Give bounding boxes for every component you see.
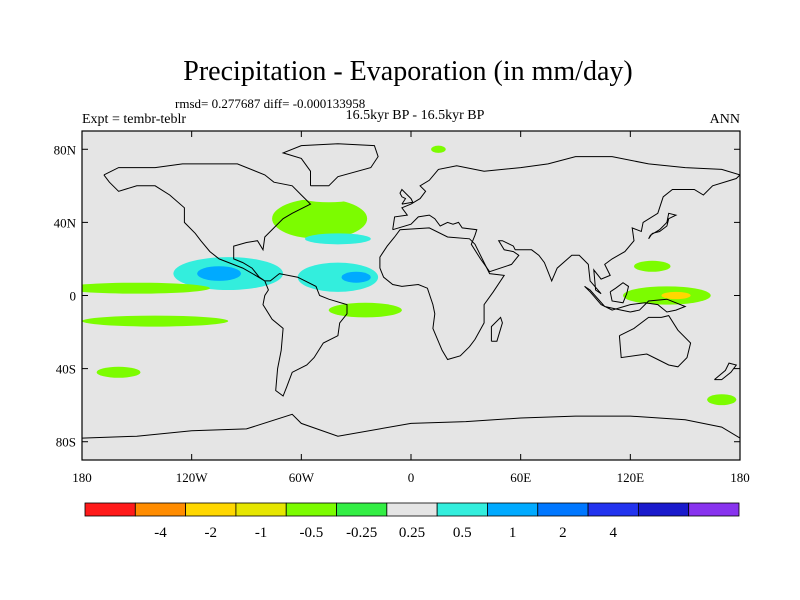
coastline-greenland [281, 143, 379, 187]
coastline-australia [618, 315, 692, 368]
colorbar-swatch [285, 502, 337, 517]
field-arctic-patch [431, 145, 446, 153]
field-tropical-atlantic-east [297, 262, 379, 292]
x-tick-label: 180 [730, 470, 750, 485]
colorbar-label: 1 [509, 525, 517, 541]
coastline-indonesia [584, 285, 687, 313]
field-southern-ocean-west [96, 366, 141, 378]
field-southern-ocean-east [707, 394, 737, 406]
field-east-asia-band [633, 260, 671, 272]
x-tick-label: 120E [617, 470, 645, 485]
colorbar-swatch [688, 502, 740, 517]
coastline-uk [399, 188, 414, 205]
colorbar-label: 4 [609, 525, 617, 541]
colorbar-swatch [637, 502, 690, 517]
colorbar-swatch [185, 502, 237, 517]
field-south-pacific-band [666, 310, 740, 325]
coastline-new-zealand [714, 362, 738, 381]
experiment-label: Expt = tembr-teblr [82, 112, 186, 127]
colorbar-label: 0.5 [453, 525, 472, 541]
coastline-north-america [103, 163, 312, 282]
colorbar-label: -4 [154, 525, 167, 541]
coastline-japan [648, 212, 678, 240]
x-tick-label: 180 [72, 470, 92, 485]
colorbar-label: -2 [205, 525, 218, 541]
y-tick-label: 40S [56, 362, 76, 377]
colorbar-swatch [235, 502, 287, 517]
colorbar-label: -0.5 [300, 525, 324, 541]
coastline-antarctica [82, 413, 740, 439]
colorbar-swatch [386, 502, 438, 517]
field-north-atlantic-ring [272, 198, 368, 239]
x-tick-label: 120W [176, 470, 209, 485]
subtitle-label: 16.5kyr BP - 16.5kyr BP [346, 108, 485, 123]
colorbar-swatch [84, 502, 136, 517]
field-tropical-atlantic-east-core [341, 271, 371, 283]
stats-label: rmsd= 0.277687 diff= -0.000133958 [175, 96, 365, 111]
colorbar-label: 2 [559, 525, 567, 541]
coastline-south-america [262, 273, 348, 397]
colorbar-swatch [134, 502, 187, 517]
colorbar-swatch [587, 502, 639, 517]
colorbar-label: -1 [255, 525, 268, 541]
colorbar-swatch [487, 502, 539, 517]
x-tick-label: 60E [510, 470, 531, 485]
field-west-pacific-core [661, 291, 691, 300]
y-tick-label: 40N [54, 215, 77, 230]
colorbar-label: 0.25 [399, 525, 425, 541]
x-tick-label: 60W [289, 470, 315, 485]
coastline-eurasia [392, 156, 740, 295]
y-tick-label: 0 [70, 289, 77, 304]
colorbar-swatch [336, 502, 388, 517]
coastline-madagascar [490, 316, 503, 342]
coastline-borneo [609, 282, 630, 304]
field-itcz-west [82, 282, 210, 294]
field-south-atlantic-band [328, 302, 402, 318]
y-tick-label: 80N [54, 142, 77, 157]
season-label: ANN [710, 112, 740, 127]
colorbar-label: -0.25 [346, 525, 377, 541]
colorbar-swatch [436, 502, 488, 517]
chart-title: Precipitation - Evaporation (in mm/day) [183, 56, 632, 87]
field-north-atlantic-band [304, 233, 371, 245]
colorbar-swatch [537, 502, 589, 517]
field-spcz-west [82, 315, 229, 327]
field-tropical-atlantic-core [197, 266, 242, 281]
coastline-africa [379, 227, 506, 361]
y-tick-label: 80S [56, 435, 76, 450]
field-labrador-band [295, 187, 362, 203]
x-tick-label: 0 [408, 470, 415, 485]
